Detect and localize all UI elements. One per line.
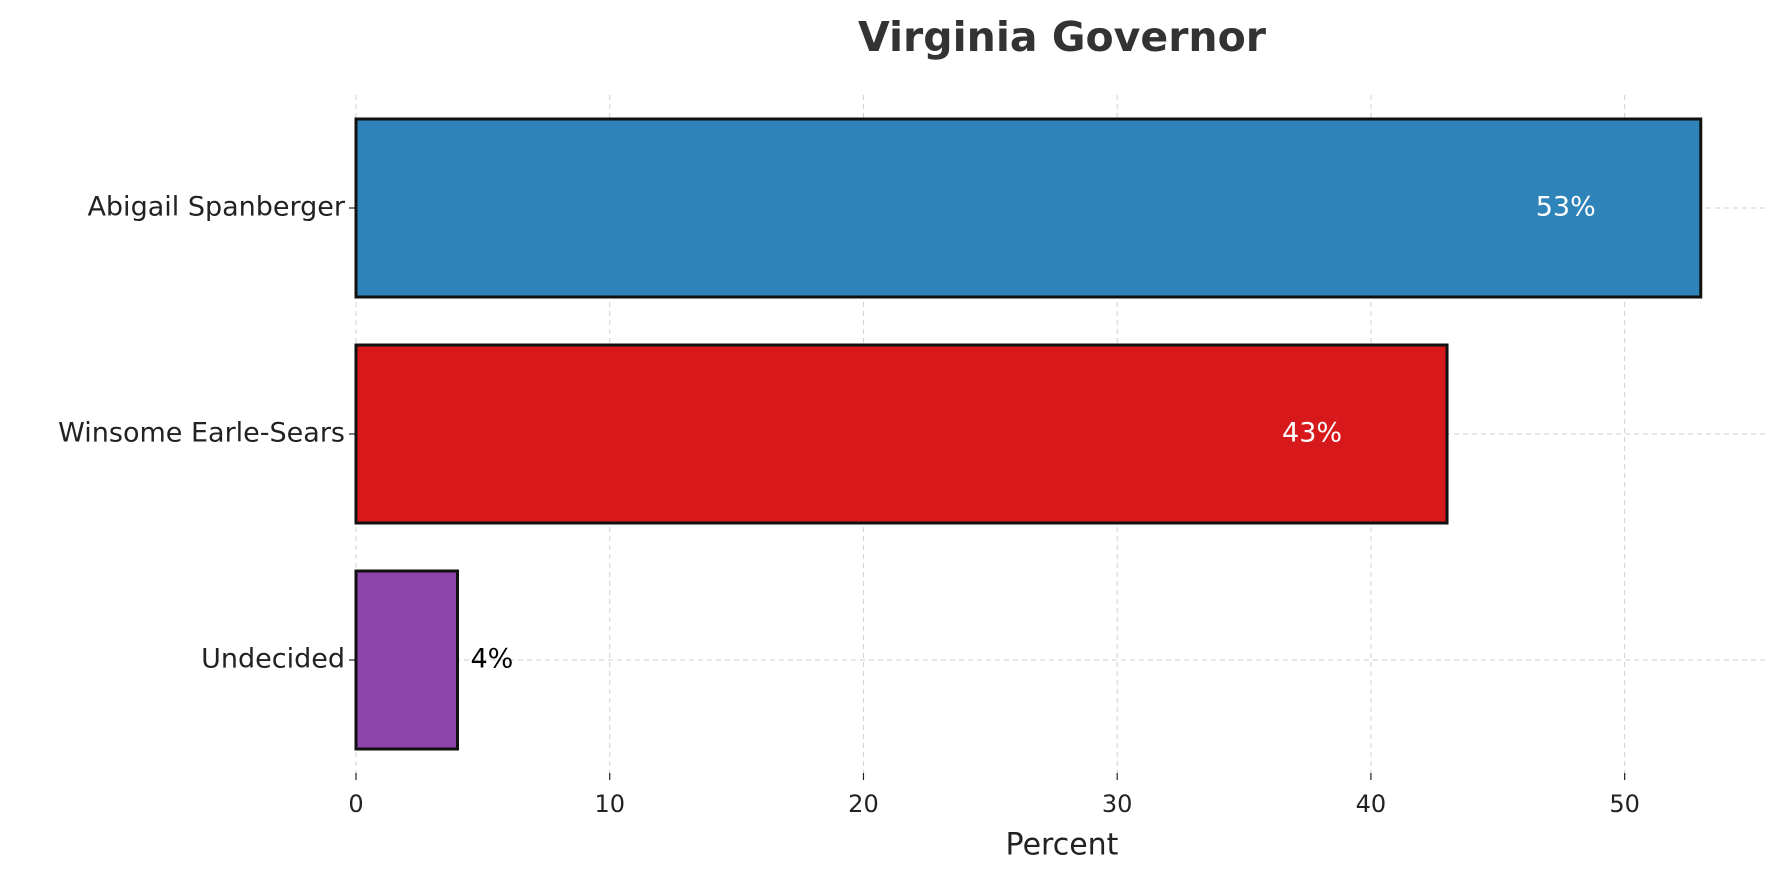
x-tick-label: 40 xyxy=(1356,790,1387,818)
x-tick-label: 0 xyxy=(348,790,363,818)
bar xyxy=(354,343,1449,525)
bar xyxy=(354,117,1703,299)
chart-title: Virginia Governor xyxy=(858,13,1267,61)
x-tick-label: 20 xyxy=(848,790,879,818)
value-label: 4% xyxy=(470,644,513,675)
x-tick-label: 30 xyxy=(1102,790,1133,818)
y-tick-label: Winsome Earle-Sears xyxy=(58,418,345,449)
x-axis-label: Percent xyxy=(1006,828,1119,863)
y-tick-label: Undecided xyxy=(201,644,345,675)
bar xyxy=(354,569,459,751)
x-tick-label: 50 xyxy=(1609,790,1640,818)
y-tick-label: Abigail Spanberger xyxy=(87,192,345,223)
value-label: 43% xyxy=(1282,418,1342,449)
value-label: 53% xyxy=(1536,192,1596,223)
x-tick-label: 10 xyxy=(594,790,625,818)
